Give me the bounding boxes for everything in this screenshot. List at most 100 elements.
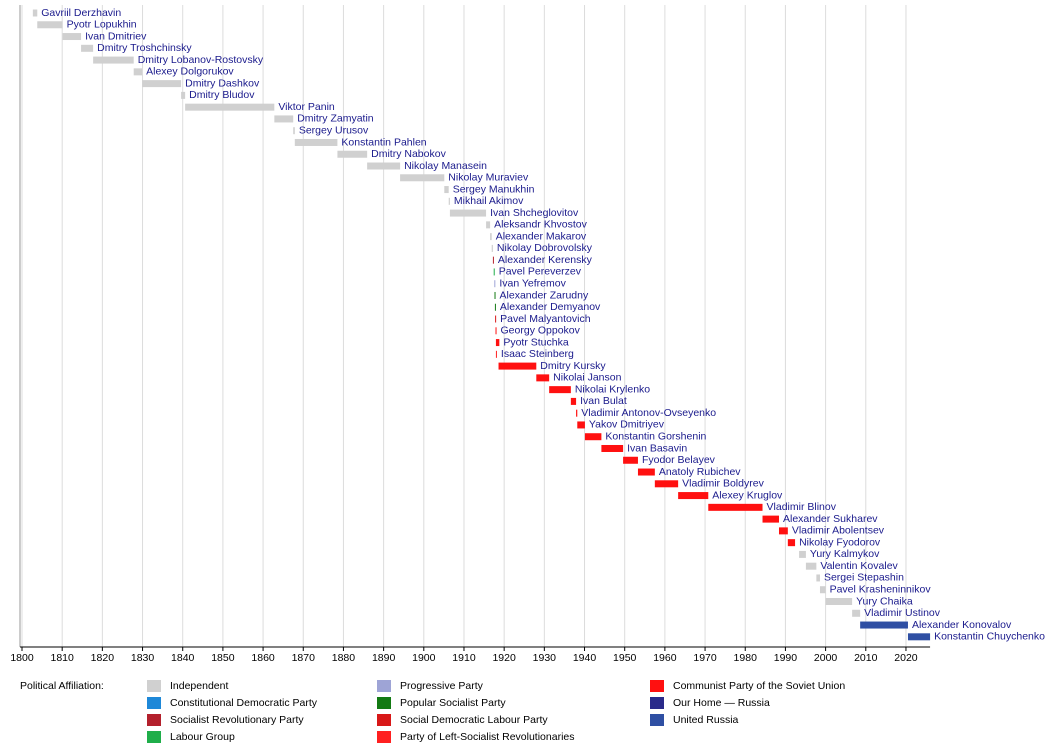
x-tick-label: 2010 [854, 652, 878, 664]
legend-label: United Russia [673, 714, 739, 726]
tenure-bar [293, 127, 295, 135]
x-tick-label: 1940 [573, 652, 597, 664]
legend-swatch [147, 680, 161, 692]
x-tick-label: 1980 [734, 652, 758, 664]
tenure-bar [654, 480, 679, 488]
tenure-bar [185, 103, 275, 111]
x-tick-label: 1920 [492, 652, 516, 664]
minister-name: Nikolay Muraviev [448, 172, 529, 184]
minister-name: Vladimir Ustinov [864, 607, 941, 619]
minister-name: Pavel Malyantovich [500, 313, 591, 325]
minister-name: Fyodor Belayev [642, 454, 716, 466]
legend-swatch [147, 731, 161, 743]
minister-name: Gavriil Derzhavin [41, 7, 121, 19]
tenure-bar [444, 186, 449, 194]
minister-name: Alexander Kerensky [498, 254, 593, 266]
legend-label: Popular Socialist Party [400, 697, 506, 709]
x-tick-label: 1860 [251, 652, 275, 664]
minister-name: Nikolay Manasein [404, 160, 487, 172]
minister-name: Ivan Shcheglovitov [490, 207, 579, 219]
tenure-bar [493, 268, 495, 276]
tenure-bar [762, 515, 779, 523]
legend-title: Political Affiliation: [20, 680, 104, 692]
minister-name: Yury Kalmykov [810, 548, 880, 560]
legend-swatch [377, 680, 391, 692]
minister-name: Sergei Stepashin [824, 572, 904, 584]
legend-label: Social Democratic Labour Party [400, 714, 548, 726]
minister-name: Aleksandr Khvostov [494, 219, 588, 231]
x-tick-label: 1930 [533, 652, 557, 664]
x-tick-label: 1850 [211, 652, 235, 664]
legend-swatch [377, 714, 391, 726]
tenure-bar [274, 115, 294, 123]
tenure-bar [536, 374, 550, 382]
minister-name: Alexander Zarudny [500, 289, 589, 301]
tenure-bar [367, 162, 401, 170]
minister-name: Valentin Kovalev [820, 560, 898, 572]
tenure-bar [32, 9, 38, 17]
tenure-bar [37, 21, 63, 29]
minister-name: Konstantin Chuychenko [934, 631, 1045, 643]
tenure-bar [816, 574, 820, 582]
tenure-bar [907, 633, 931, 641]
minister-name: Alexander Sukharev [783, 513, 878, 525]
minister-name: Pyotr Lopukhin [67, 19, 137, 31]
tenure-bar [449, 209, 487, 217]
tenure-bar [400, 174, 445, 182]
legend-label: Progressive Party [400, 680, 484, 692]
minister-name: Ivan Bulat [580, 395, 627, 407]
x-tick-label: 1960 [653, 652, 677, 664]
minister-name: Dmitry Nabokov [371, 148, 446, 160]
tenure-bar [81, 44, 94, 52]
x-tick-label: 1890 [372, 652, 396, 664]
x-tick-label: 1950 [613, 652, 637, 664]
minister-name: Nikolay Dobrovolsky [497, 242, 593, 254]
minister-name: Yakov Dmitriyev [589, 419, 665, 431]
tenure-bar [486, 221, 491, 229]
tenure-bar [549, 386, 571, 394]
minister-name: Vladimir Antonov-Ovseyenko [581, 407, 716, 419]
legend-label: Labour Group [170, 731, 235, 743]
minister-name: Ivan Basavin [627, 442, 687, 454]
legend-label: Socialist Revolutionary Party [170, 714, 304, 726]
minister-name: Dmitry Kursky [540, 360, 606, 372]
minister-name: Georgy Oppokov [501, 325, 581, 337]
minister-name: Konstantin Gorshenin [605, 431, 706, 443]
tenure-bar [495, 339, 500, 347]
tenure-bar [495, 350, 497, 358]
legend-label: Party of Left-Socialist Revolutionaries [400, 731, 575, 743]
tenure-bar [778, 527, 788, 535]
legend-swatch [650, 714, 664, 726]
tenure-bar [819, 586, 826, 594]
minister-name: Pavel Pereverzev [499, 266, 582, 278]
x-tick-label: 1970 [693, 652, 717, 664]
tenure-bar [494, 280, 496, 288]
legend-swatch [650, 680, 664, 692]
tenure-bar [62, 33, 82, 41]
tenure-bar [787, 539, 796, 547]
minister-name: Vladimir Abolentsev [792, 525, 885, 537]
tenure-bar [495, 315, 497, 323]
x-tick-label: 1990 [774, 652, 798, 664]
minister-name: Alexey Dolgorukov [146, 66, 234, 78]
minister-name: Dmitry Dashkov [185, 77, 260, 89]
x-tick-label: 1910 [452, 652, 476, 664]
tenure-bar [142, 80, 182, 88]
minister-name: Nikolay Fyodorov [799, 536, 881, 548]
legend-swatch [650, 697, 664, 709]
tenure-bar [570, 397, 577, 405]
x-tick-label: 1900 [412, 652, 436, 664]
minister-name: Pavel Krasheninnikov [830, 584, 932, 596]
tenure-bar [494, 303, 496, 311]
tenure-bar [498, 362, 537, 370]
x-tick-label: 2000 [814, 652, 838, 664]
legend-label: Constitutional Democratic Party [170, 697, 318, 709]
legend-label: Independent [170, 680, 228, 692]
minister-name: Isaac Steinberg [501, 348, 574, 360]
x-tick-label: 2020 [894, 652, 918, 664]
tenure-bar [799, 550, 806, 558]
tenure-bar [576, 409, 578, 417]
minister-name: Ivan Dmitriev [85, 30, 147, 42]
minister-name: Dmitry Bludov [189, 89, 255, 101]
